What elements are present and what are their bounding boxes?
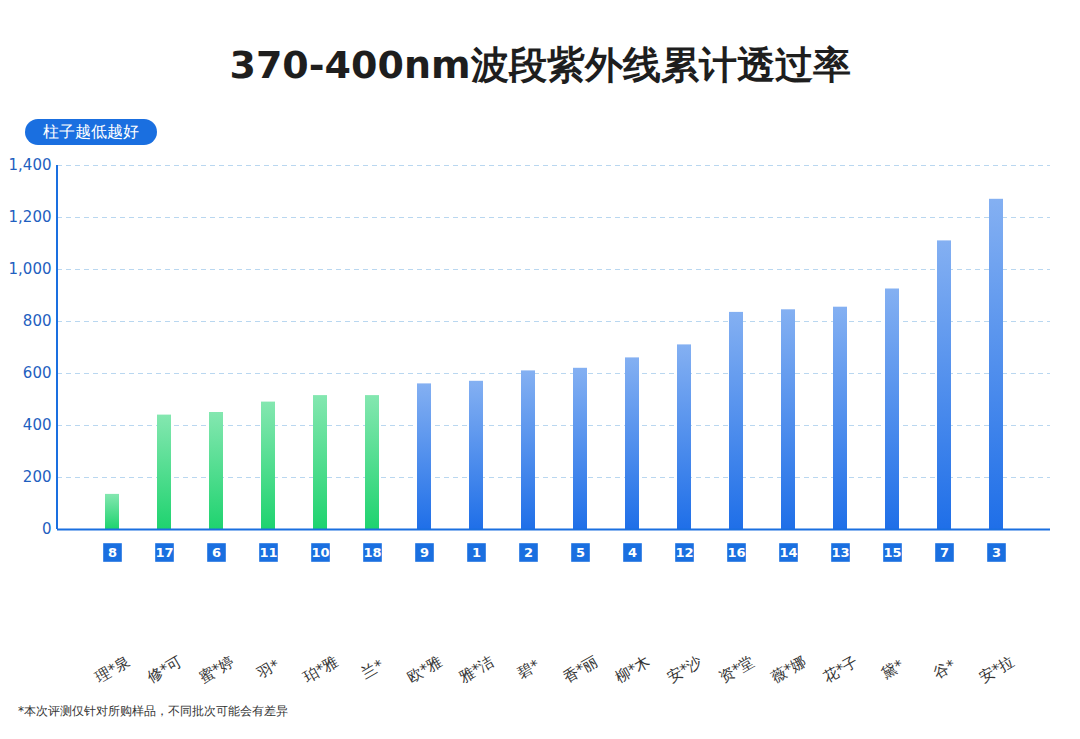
svg-text:7: 7	[940, 545, 949, 560]
svg-text:800: 800	[23, 312, 52, 330]
svg-text:1,200: 1,200	[9, 208, 52, 226]
svg-text:黛*: 黛*	[878, 656, 907, 683]
svg-text:花*子: 花*子	[820, 652, 861, 686]
svg-text:600: 600	[23, 364, 52, 382]
html-text:370-400nm波段紫外线累计透过率: 370-400nm波段紫外线累计透过率	[229, 43, 851, 87]
svg-text:16: 16	[727, 545, 745, 560]
svg-text:8: 8	[108, 545, 117, 560]
svg-text:安*沙: 安*沙	[664, 652, 705, 686]
svg-text:兰*: 兰*	[358, 656, 387, 683]
svg-text:薇*娜: 薇*娜	[768, 652, 809, 686]
svg-text:资*堂: 资*堂	[716, 652, 757, 686]
svg-text:安*拉: 安*拉	[976, 652, 1017, 686]
svg-text:3: 3	[992, 545, 1001, 560]
svg-text:5: 5	[576, 545, 585, 560]
svg-text:理*泉: 理*泉	[92, 652, 133, 686]
svg-text:15: 15	[883, 545, 901, 560]
svg-text:9: 9	[420, 545, 429, 560]
svg-text:14: 14	[779, 545, 797, 560]
svg-text:10: 10	[311, 545, 329, 560]
svg-text:香*丽: 香*丽	[560, 652, 601, 686]
svg-text:谷*: 谷*	[930, 656, 959, 683]
svg-text:13: 13	[831, 545, 849, 560]
svg-text:珀*雅: 珀*雅	[300, 652, 341, 686]
svg-text:蜜*婷: 蜜*婷	[196, 652, 237, 686]
svg-text:1,000: 1,000	[9, 260, 52, 278]
svg-text:1,400: 1,400	[9, 156, 52, 174]
svg-text:12: 12	[675, 545, 693, 560]
svg-text:碧*: 碧*	[514, 656, 543, 683]
svg-text:修*可: 修*可	[144, 652, 185, 686]
svg-text:6: 6	[212, 545, 221, 560]
svg-text:17: 17	[155, 545, 173, 560]
svg-text:4: 4	[628, 545, 637, 560]
svg-text:2: 2	[524, 545, 533, 560]
svg-text:柳*木: 柳*木	[612, 652, 653, 686]
svg-text:1: 1	[472, 545, 481, 560]
html-text:*本次评测仅针对所购样品，不同批次可能会有差异: *本次评测仅针对所购样品，不同批次可能会有差异	[18, 704, 288, 718]
html-text:柱子越低越好: 柱子越低越好	[43, 122, 139, 141]
svg-text:18: 18	[363, 545, 381, 560]
svg-text:羽*: 羽*	[253, 656, 283, 684]
svg-text:欧*雅: 欧*雅	[404, 652, 445, 686]
svg-text:0: 0	[42, 520, 52, 538]
svg-text:400: 400	[23, 416, 52, 434]
svg-text:200: 200	[23, 468, 52, 486]
svg-text:11: 11	[259, 545, 277, 560]
svg-text:雅*洁: 雅*洁	[456, 652, 497, 686]
